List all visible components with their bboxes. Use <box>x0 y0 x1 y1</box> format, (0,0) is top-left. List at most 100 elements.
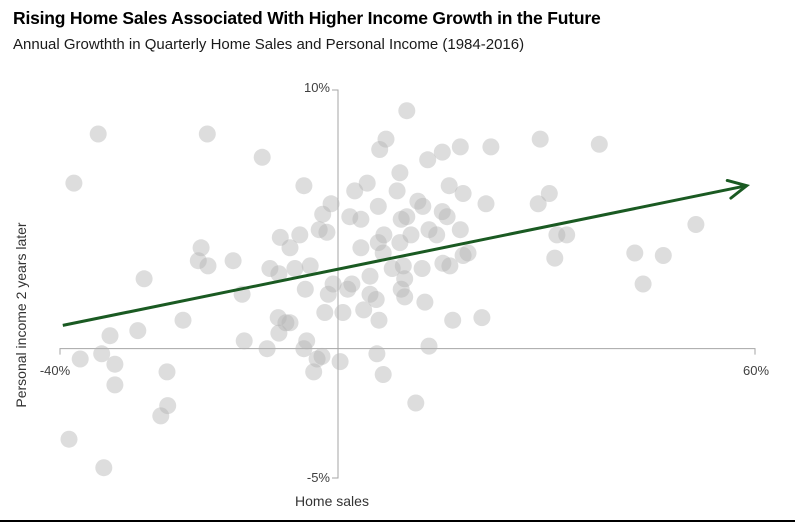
data-point <box>374 366 392 383</box>
data-point <box>95 459 113 477</box>
data-point <box>420 221 438 239</box>
data-point <box>135 270 153 288</box>
data-point <box>199 257 217 275</box>
data-point <box>454 185 472 202</box>
data-point <box>634 275 652 293</box>
data-point <box>451 138 469 156</box>
data-point <box>189 252 207 270</box>
data-point <box>433 203 451 221</box>
data-point <box>258 340 276 358</box>
data-point <box>361 267 379 285</box>
data-point <box>371 141 389 158</box>
data-point <box>269 309 287 327</box>
data-point <box>224 252 242 270</box>
data-point <box>281 314 299 332</box>
data-point <box>459 244 477 262</box>
data-point <box>281 239 299 257</box>
x-axis-label: Home sales <box>295 493 369 509</box>
data-point <box>626 244 644 262</box>
chart-title: Rising Home Sales Associated With Higher… <box>13 8 601 28</box>
data-point <box>339 280 357 298</box>
data-point <box>367 291 385 308</box>
data-point <box>352 239 370 257</box>
data-point <box>548 226 566 244</box>
data-point <box>314 205 332 223</box>
x-axis-line <box>59 348 756 355</box>
data-point <box>343 275 361 293</box>
data-point <box>158 363 176 381</box>
data-point <box>529 195 547 213</box>
data-point <box>331 353 349 371</box>
data-point <box>392 210 410 228</box>
data-point <box>60 430 78 448</box>
data-point <box>451 221 469 239</box>
data-point <box>71 350 89 368</box>
trend-arrow <box>62 178 750 327</box>
data-point <box>101 327 119 345</box>
data-point <box>313 347 331 365</box>
data-point <box>310 221 328 239</box>
data-point <box>270 265 288 283</box>
data-point <box>413 260 431 277</box>
data-point <box>388 182 406 200</box>
data-point <box>407 394 425 412</box>
data-point <box>277 314 295 332</box>
data-point <box>358 174 376 192</box>
data-point <box>159 397 177 415</box>
data-point <box>93 345 111 363</box>
data-point <box>346 182 364 200</box>
y-axis-tick-max: 10% <box>303 80 330 95</box>
data-point <box>369 197 387 215</box>
data-point <box>235 332 253 350</box>
data-point <box>253 148 271 166</box>
data-point <box>396 288 414 306</box>
bottom-border-rule <box>0 520 795 522</box>
data-point <box>531 130 549 148</box>
data-point <box>301 257 319 275</box>
data-point <box>198 125 216 143</box>
data-point <box>270 324 288 342</box>
data-point <box>414 197 432 215</box>
x-axis-tick-min: -40% <box>39 363 71 378</box>
data-point <box>192 239 210 257</box>
data-point <box>308 350 326 368</box>
y-axis-label: Personal income 2 years later <box>13 222 29 408</box>
data-point <box>106 355 124 373</box>
data-point <box>441 257 459 275</box>
data-point <box>374 244 392 262</box>
data-point <box>434 254 452 272</box>
data-point <box>654 247 672 264</box>
data-point <box>89 125 107 143</box>
data-point <box>352 210 370 228</box>
chart-subtitle: Annual Growthth in Quarterly Home Sales … <box>13 36 525 53</box>
data-point <box>438 208 456 226</box>
data-point <box>305 363 323 381</box>
data-point <box>324 275 342 293</box>
data-point <box>318 223 336 241</box>
data-point <box>286 260 304 277</box>
data-point <box>271 228 289 246</box>
data-point <box>296 280 314 298</box>
data-point <box>440 177 458 195</box>
data-point <box>391 164 409 182</box>
data-point <box>477 195 495 213</box>
data-point <box>65 174 83 192</box>
data-point <box>398 102 416 120</box>
data-point <box>261 260 279 277</box>
data-point <box>558 226 576 244</box>
data-point <box>370 311 388 329</box>
data-point <box>369 234 387 252</box>
x-axis-tick-max: 60% <box>742 363 770 378</box>
data-point <box>174 311 192 329</box>
data-point <box>473 309 491 327</box>
data-point <box>291 226 309 244</box>
data-point <box>298 332 316 350</box>
data-point <box>416 293 434 311</box>
data-point <box>152 407 170 425</box>
data-point <box>322 195 340 213</box>
data-point <box>444 311 462 329</box>
data-point <box>687 216 705 233</box>
data-point <box>375 226 393 244</box>
data-point <box>341 208 359 226</box>
